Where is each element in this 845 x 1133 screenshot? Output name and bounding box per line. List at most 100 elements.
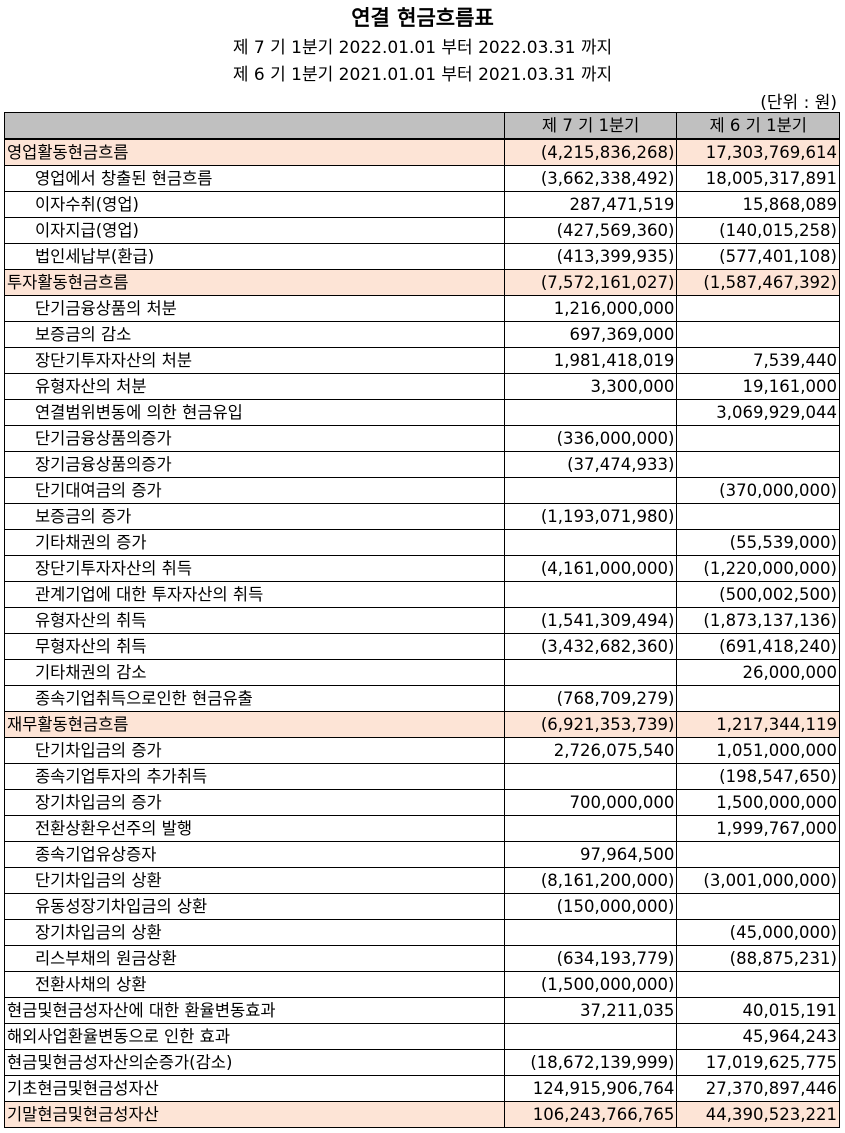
prior-period-value: 17,303,769,614: [676, 138, 840, 166]
current-period-value: (336,000,000): [503, 425, 678, 452]
prior-period-value: 40,015,191: [676, 997, 840, 1024]
row-label: 장기차입금의 상환: [4, 919, 505, 946]
current-period-value: (37,474,933): [503, 451, 678, 478]
current-period-value: 2,726,075,540: [503, 737, 678, 764]
table-row: 장기차입금의 증가 700,000,000 1,500,000,000: [4, 789, 840, 816]
table-row: 보증금의 증가 (1,193,071,980): [4, 503, 840, 530]
table-row: 단기차입금의 상환 (8,161,200,000) (3,001,000,000): [4, 867, 840, 894]
current-period-value: [503, 529, 678, 556]
prior-period-value: 1,500,000,000: [676, 789, 840, 816]
table-row-total: 해외사업환율변동으로 인한 효과 45,964,243: [4, 1023, 840, 1050]
table-row: 장단기투자자산의 처분 1,981,418,019 7,539,440: [4, 347, 840, 374]
cash-flow-table: 제 7 기 1분기 제 6 기 1분기 영업활동현금흐름 (4,215,836,2…: [4, 112, 840, 1128]
row-label: 기초현금및현금성자산: [4, 1075, 505, 1102]
table-row: 장기차입금의 상환 (45,000,000): [4, 919, 840, 946]
current-period-value: 287,471,519: [503, 191, 678, 218]
current-period-value: (634,193,779): [503, 945, 678, 972]
table-row-total: 기초현금및현금성자산 124,915,906,764 27,370,897,446: [4, 1075, 840, 1102]
header-label-cell: [4, 112, 505, 140]
prior-period-value: [676, 321, 840, 348]
current-period-value: (413,399,935): [503, 243, 678, 270]
current-period-value: 697,369,000: [503, 321, 678, 348]
prior-period-value: (1,873,137,136): [676, 607, 840, 634]
row-label: 단기대여금의 증가: [4, 477, 505, 504]
statement-title: 연결 현금흐름표: [351, 6, 494, 30]
prior-period-value: [676, 503, 840, 530]
table-row: 종속기업투자의 추가취득 (198,547,650): [4, 763, 840, 790]
table-row: 유형자산의 처분 3,300,000 19,161,000: [4, 373, 840, 400]
current-period-value: 37,211,035: [503, 997, 678, 1024]
table-row: 단기대여금의 증가 (370,000,000): [4, 477, 840, 504]
row-label: 종속기업유상증자: [4, 841, 505, 868]
prior-period-value: [676, 451, 840, 478]
prior-period-value: (55,539,000): [676, 529, 840, 556]
row-label: 기타채권의 감소: [4, 659, 505, 686]
current-period-value: 700,000,000: [503, 789, 678, 816]
prior-period-value: [676, 893, 840, 920]
table-row: 리스부채의 원금상환 (634,193,779) (88,875,231): [4, 945, 840, 972]
table-row: 단기차입금의 증가 2,726,075,540 1,051,000,000: [4, 737, 840, 764]
prior-period-value: 45,964,243: [676, 1023, 840, 1050]
current-period-value: [503, 477, 678, 504]
period-current: 제 7 기 1분기 2022.01.01 부터 2022.03.31 까지: [232, 38, 613, 58]
current-period-value: (150,000,000): [503, 893, 678, 920]
prior-period-value: (45,000,000): [676, 919, 840, 946]
row-label: 단기차입금의 증가: [4, 737, 505, 764]
prior-period-value: (577,401,108): [676, 243, 840, 270]
current-period-value: [503, 1023, 678, 1050]
prior-period-value: (370,000,000): [676, 477, 840, 504]
prior-period-value: [676, 685, 840, 712]
prior-period-value: 15,868,089: [676, 191, 840, 218]
row-label: 리스부채의 원금상환: [4, 945, 505, 972]
table-row: 유형자산의 취득 (1,541,309,494) (1,873,137,136): [4, 607, 840, 634]
prior-period-value: 17,019,625,775: [676, 1049, 840, 1076]
row-label: 장단기투자자산의 처분: [4, 347, 505, 374]
current-period-value: 106,243,766,765: [503, 1101, 678, 1128]
row-label: 유형자산의 처분: [4, 373, 505, 400]
row-label: 유형자산의 취득: [4, 607, 505, 634]
prior-period-value: 1,217,344,119: [676, 711, 840, 738]
table-row: 전환사채의 상환 (1,500,000,000): [4, 971, 840, 998]
current-period-value: 97,964,500: [503, 841, 678, 868]
row-label: 연결범위변동에 의한 현금유입: [4, 399, 505, 426]
row-label: 장기금융상품의증가: [4, 451, 505, 478]
table-row-section: 투자활동현금흐름 (7,572,161,027) (1,587,467,392): [4, 269, 840, 296]
current-period-value: (18,672,139,999): [503, 1049, 678, 1076]
table-row: 영업에서 창출된 현금흐름 (3,662,338,492) 18,005,317,8…: [4, 165, 840, 192]
table-row: 이자수취(영업) 287,471,519 15,868,089: [4, 191, 840, 218]
unit-label: (단위 : 원): [760, 93, 837, 113]
prior-period-value: 7,539,440: [676, 347, 840, 374]
prior-period-value: (500,002,500): [676, 581, 840, 608]
prior-period-value: 1,051,000,000: [676, 737, 840, 764]
row-label: 보증금의 감소: [4, 321, 505, 348]
prior-period-value: (88,875,231): [676, 945, 840, 972]
period-prior: 제 6 기 1분기 2021.01.01 부터 2021.03.31 까지: [232, 65, 613, 85]
row-label: 장기차입금의 증가: [4, 789, 505, 816]
current-period-value: (768,709,279): [503, 685, 678, 712]
row-label: 기타채권의 증가: [4, 529, 505, 556]
prior-period-value: (198,547,650): [676, 763, 840, 790]
prior-period-value: 3,069,929,044: [676, 399, 840, 426]
row-label: 보증금의 증가: [4, 503, 505, 530]
row-label: 영업에서 창출된 현금흐름: [4, 165, 505, 192]
prior-period-value: [676, 295, 840, 322]
table-row: 이자지급(영업) (427,569,360) (140,015,258): [4, 217, 840, 244]
row-label: 이자수취(영업): [4, 191, 505, 218]
prior-period-value: 44,390,523,221: [676, 1101, 840, 1128]
current-period-value: [503, 815, 678, 842]
row-label: 이자지급(영업): [4, 217, 505, 244]
table-row-section: 영업활동현금흐름 (4,215,836,268) 17,303,769,614: [4, 138, 840, 166]
row-label: 법인세납부(환급): [4, 243, 505, 270]
current-period-value: [503, 399, 678, 426]
row-label: 종속기업투자의 추가취득: [4, 763, 505, 790]
row-label: 기말현금및현금성자산: [4, 1101, 505, 1128]
header-current-period: 제 7 기 1분기: [503, 112, 678, 140]
prior-period-value: (1,220,000,000): [676, 555, 840, 582]
row-label: 현금및현금성자산에 대한 환율변동효과: [4, 997, 505, 1024]
row-label: 전환상환우선주의 발행: [4, 815, 505, 842]
current-period-value: (3,662,338,492): [503, 165, 678, 192]
current-period-value: 124,915,906,764: [503, 1075, 678, 1102]
row-label: 유동성장기차입금의 상환: [4, 893, 505, 920]
prior-period-value: (140,015,258): [676, 217, 840, 244]
prior-period-value: [676, 425, 840, 452]
